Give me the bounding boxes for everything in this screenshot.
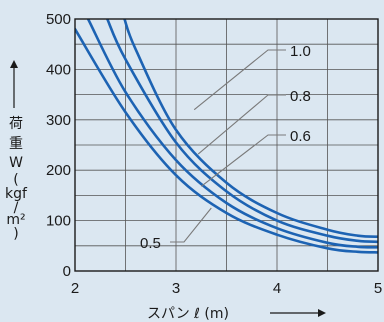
y-axis-arrowhead: [10, 60, 18, 68]
plot-frame: [74, 18, 379, 272]
x-axis-arrowhead: [318, 309, 326, 317]
tick-labels: 2 3 4 5 0 100 200 300 400 500: [46, 11, 382, 297]
y-axis-title-char: 重: [9, 136, 23, 152]
leader-line-0-5: [170, 207, 212, 243]
y-tick-label: 400: [46, 61, 71, 78]
y-axis-title-char: 荷: [9, 116, 23, 132]
series-lines: [75, 19, 378, 254]
series-line-1-0: [123, 19, 378, 238]
x-tick-label: 4: [273, 280, 281, 297]
y-axis-title-char: kgf: [5, 186, 28, 202]
y-tick-label: 100: [46, 213, 71, 230]
leader-lines: [170, 49, 286, 243]
x-tick-label: 2: [71, 280, 79, 297]
series-label-0-8: 0.8: [290, 88, 311, 105]
axis-titles: スパン ℓ (m) 荷重W(kgf/m²): [5, 60, 326, 322]
y-axis-title-char: /: [14, 200, 19, 216]
series-label-0-5: 0.5: [140, 235, 161, 252]
y-axis-title-char: ): [13, 226, 18, 242]
leader-line-0-6: [200, 134, 286, 187]
y-axis-title-char: (: [13, 172, 18, 188]
series-label-1-0: 1.0: [290, 43, 311, 60]
leader-line-0-8: [197, 94, 286, 155]
grid: [75, 19, 378, 271]
x-axis-title: スパン ℓ (m): [147, 306, 229, 322]
y-axis-title-char: m²: [6, 212, 25, 228]
series-labels: 1.0 0.8 0.6 0.5: [140, 43, 311, 252]
y-tick-label: 200: [46, 162, 71, 179]
x-tick-label: 3: [172, 280, 180, 297]
series-line-0-6: [86, 19, 378, 249]
y-tick-label: 0: [63, 263, 71, 280]
series-label-0-6: 0.6: [290, 128, 311, 145]
plot-border: [74, 18, 379, 272]
y-tick-label: 500: [46, 11, 71, 28]
series-line-0-5: [75, 27, 378, 254]
leader-line-1-0: [193, 49, 286, 111]
y-axis-title-char: W: [9, 155, 23, 171]
y-tick-label: 300: [46, 112, 71, 129]
series-line-0-8: [106, 19, 378, 244]
x-tick-label: 5: [374, 280, 382, 297]
